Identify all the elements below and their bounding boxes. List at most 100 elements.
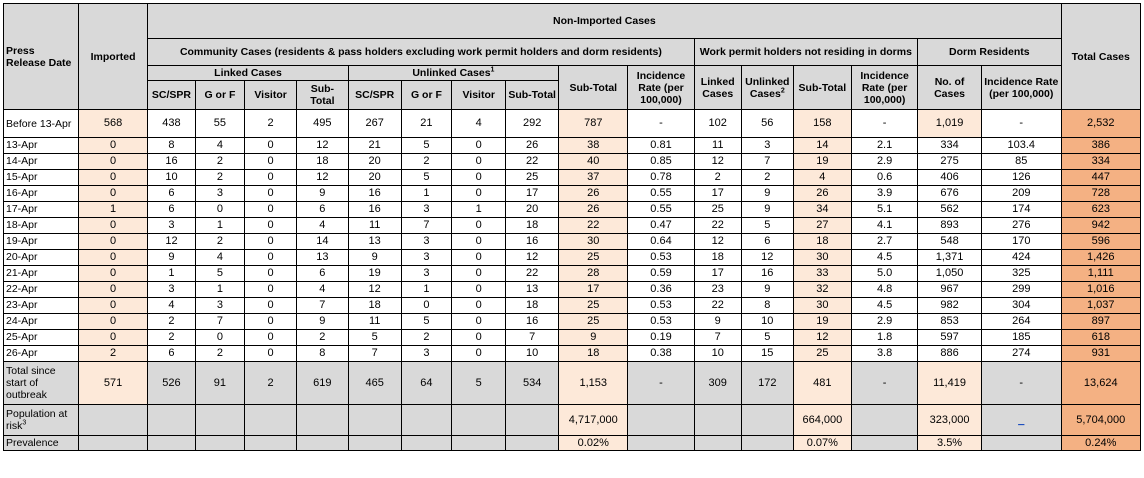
table-row: 15-Apr 0 10 2 0 12 20 5 0 25 37 0.78 2 2 4 0.6 406 126 447 [3, 169, 1142, 186]
cell-unlinked-subtotal: 16 [505, 233, 560, 250]
cell-wp-incidence: 2.7 [851, 233, 919, 250]
cell-wp-linked: 17 [693, 265, 742, 282]
cell-community-incidence: 0.38 [627, 345, 695, 362]
header-linked-visitor: Visitor [244, 80, 297, 110]
cell-imported: 0 [77, 329, 149, 346]
cell-dorm-incidence: 304 [981, 297, 1062, 314]
cell-wp-linked: 11 [693, 137, 742, 154]
prevalence-row: Prevalence 0.02% 0.07% 3.5% 0.24% [3, 435, 1142, 451]
cell-unlinked-gf: 3 [400, 345, 453, 362]
row-date: 22-Apr [3, 281, 79, 298]
cell-community-incidence: 0.36 [627, 281, 695, 298]
cell-wp-subtotal: 19 [792, 153, 853, 170]
cell-wp-subtotal: 26 [792, 185, 853, 202]
cell-community-incidence: 0.81 [627, 137, 695, 154]
header-dorm-cases: No. of Cases [917, 65, 982, 110]
population-row: Population at risk3 4,717,000 664,000 32… [3, 404, 1142, 436]
cell-community-incidence: - [627, 109, 695, 138]
row-date: 17-Apr [3, 201, 79, 218]
cell-wp-subtotal: 4 [792, 169, 853, 186]
cell-linked-subtotal: 4 [295, 217, 349, 234]
cell-unlinked-subtotal: 13 [505, 281, 560, 298]
cell-dorm-incidence: 174 [981, 201, 1062, 218]
cell-unlinked-visitor: 0 [451, 217, 507, 234]
cell-wp-incidence: 2.9 [851, 313, 919, 330]
cell-wp-subtotal: 18 [792, 233, 853, 250]
cell-community-subtotal: 9 [558, 329, 629, 346]
cell-linked-visitor: 0 [244, 169, 297, 186]
cell-community-incidence: 0.64 [627, 233, 695, 250]
population-total: 5,704,000 [1060, 404, 1142, 436]
cell-wp-linked: 22 [693, 297, 742, 314]
cell-linked-scspr: 6 [147, 201, 196, 218]
cell-community-subtotal: 787 [558, 109, 629, 138]
cell-community-incidence: 0.55 [627, 185, 695, 202]
header-dorm-incidence: Incidence Rate (per 100,000) [981, 65, 1062, 110]
row-date: 13-Apr [3, 137, 79, 154]
cell-linked-scspr: 1 [147, 265, 196, 282]
cell-linked-visitor: 0 [244, 153, 297, 170]
total-total-cases: 13,624 [1060, 361, 1142, 405]
cell-dorm-cases: 893 [917, 217, 982, 234]
cell-unlinked-scspr: 16 [347, 201, 402, 218]
header-unlinked-subtotal: Sub-Total [505, 80, 560, 110]
cell-total-cases: 334 [1060, 153, 1142, 170]
cell-wp-subtotal: 14 [792, 137, 853, 154]
cell-wp-unlinked: 16 [740, 265, 794, 282]
cell-linked-subtotal: 4 [295, 281, 349, 298]
cell-linked-scspr: 9 [147, 249, 196, 266]
table-row: 26-Apr 2 6 2 0 8 7 3 0 10 18 0.38 10 15 25 3.8 886 274 931 [3, 345, 1142, 362]
prevalence-label: Prevalence [3, 435, 79, 451]
cell-unlinked-subtotal: 292 [505, 109, 560, 138]
cell-wp-incidence: 0.6 [851, 169, 919, 186]
cell-wp-subtotal: 25 [792, 345, 853, 362]
cell-wp-linked: 12 [693, 153, 742, 170]
table-row: 20-Apr 0 9 4 0 13 9 3 0 12 25 0.53 18 12 30 4.5 1,371 424… [3, 249, 1142, 266]
cell-unlinked-subtotal: 16 [505, 313, 560, 330]
cell-linked-scspr: 8 [147, 137, 196, 154]
total-cell: 526 [147, 361, 196, 405]
cell-linked-gf: 0 [194, 201, 246, 218]
population-dorm: 323,000 [917, 404, 982, 436]
cell-unlinked-visitor: 0 [451, 345, 507, 362]
cell-wp-linked: 10 [693, 345, 742, 362]
cell-dorm-cases: 1,050 [917, 265, 982, 282]
cell-linked-visitor: 0 [244, 265, 297, 282]
cell-wp-incidence: - [851, 109, 919, 138]
cell-unlinked-gf: 21 [400, 109, 453, 138]
cell-linked-visitor: 0 [244, 297, 297, 314]
cell-linked-visitor: 0 [244, 249, 297, 266]
header-dorm: Dorm Residents [917, 38, 1062, 66]
cell-community-incidence: 0.53 [627, 297, 695, 314]
cell-unlinked-scspr: 11 [347, 313, 402, 330]
cell-dorm-cases: 406 [917, 169, 982, 186]
cell-wp-incidence: 1.8 [851, 329, 919, 346]
cell-unlinked-visitor: 0 [451, 265, 507, 282]
cell-imported: 2 [77, 345, 149, 362]
header-linked-scspr: SC/SPR [147, 80, 196, 110]
row-date: 25-Apr [3, 329, 79, 346]
cell-wp-unlinked: 5 [740, 329, 794, 346]
cell-dorm-incidence: 209 [981, 185, 1062, 202]
cell-wp-subtotal: 32 [792, 281, 853, 298]
header-total-cases: Total Cases [1060, 3, 1142, 110]
cell-unlinked-subtotal: 18 [505, 297, 560, 314]
cell-total-cases: 447 [1060, 169, 1142, 186]
cell-imported: 0 [77, 249, 149, 266]
cell-unlinked-subtotal: 12 [505, 249, 560, 266]
cell-unlinked-scspr: 16 [347, 185, 402, 202]
header-community-incidence: Incidence Rate (per 100,000) [627, 65, 695, 110]
cell-unlinked-scspr: 18 [347, 297, 402, 314]
cell-wp-incidence: 2.1 [851, 137, 919, 154]
cell-linked-gf: 3 [194, 297, 246, 314]
cell-imported: 0 [77, 137, 149, 154]
total-cell: 534 [505, 361, 560, 405]
cell-linked-gf: 3 [194, 185, 246, 202]
cell-wp-subtotal: 27 [792, 217, 853, 234]
cell-linked-subtotal: 495 [295, 109, 349, 138]
cell-linked-subtotal: 2 [295, 329, 349, 346]
table-body: Before 13-Apr 568 438 55 2 495 267 21 4 292 787-10… [3, 109, 1142, 362]
cell-dorm-incidence: - [981, 109, 1062, 138]
total-cell: - [627, 361, 695, 405]
table-row: 19-Apr 0 12 2 0 14 13 3 0 16 30 0.64 12 6 18 2.7 548 170 5… [3, 233, 1142, 250]
